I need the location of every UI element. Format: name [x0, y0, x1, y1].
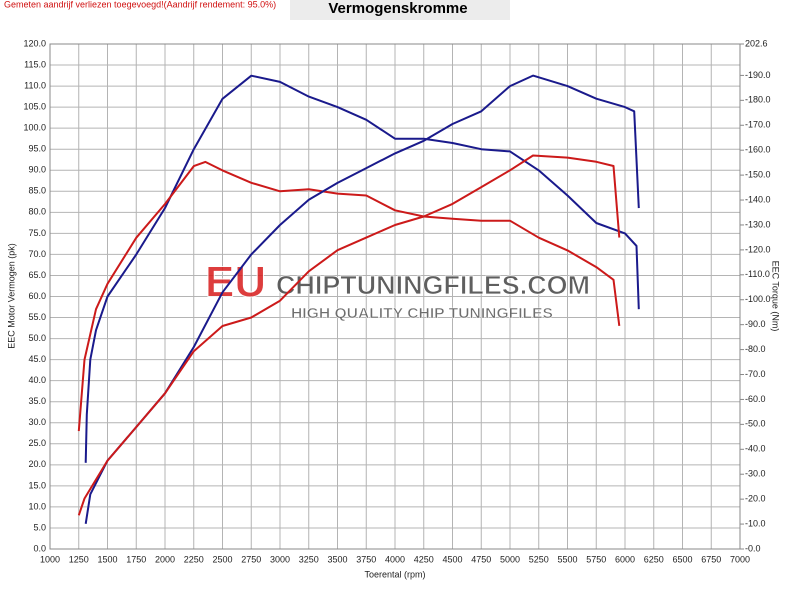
watermark: EU CHIPTUNINGFILES.COM HIGH QUALITY CHIP…	[205, 257, 591, 322]
y2-tick-label: -60.0	[745, 394, 766, 404]
y2-tick-label: -160.0	[745, 145, 771, 155]
x-tick-label: 6250	[644, 554, 664, 564]
y-tick-label: 15.0	[28, 480, 46, 490]
x-tick-label: 2750	[241, 554, 261, 564]
x-tick-label: 3000	[270, 554, 290, 564]
x-tick-label: 1500	[97, 554, 117, 564]
y2-tick-label: -170.0	[745, 120, 771, 130]
y-tick-label: 60.0	[28, 291, 46, 301]
y2-tick-label: -0.0	[745, 543, 761, 553]
y2-tick-label: -70.0	[745, 369, 766, 379]
y-tick-label: 115.0	[24, 59, 46, 69]
y-tick-label: 25.0	[28, 438, 46, 448]
y-tick-label: 50.0	[28, 333, 46, 343]
y2-axis-label: EEC Torque (Nm)	[771, 261, 781, 332]
y2-tick-label: -180.0	[745, 95, 771, 105]
y-tick-label: 95.0	[28, 144, 46, 154]
y2-tick-label: -10.0	[745, 518, 766, 528]
y-tick-label: 90.0	[28, 165, 46, 175]
x-tick-label: 4750	[471, 554, 491, 564]
grid	[49, 43, 741, 550]
x-tick-label: 1750	[126, 554, 146, 564]
y2-tick-label: -40.0	[745, 444, 766, 454]
y-tick-label: 100.0	[23, 123, 46, 133]
x-tick-label: 3500	[327, 554, 347, 564]
y-tick-label: 75.0	[28, 228, 46, 238]
y-tick-label: 0.0	[33, 543, 46, 553]
y-tick-label: 55.0	[28, 312, 46, 322]
y-tick-label: 45.0	[28, 354, 46, 364]
y-tick-label: 70.0	[28, 249, 46, 259]
y2-tick-label: -30.0	[745, 469, 766, 479]
x-tick-label: 5500	[557, 554, 577, 564]
x-tick-label: 4500	[442, 554, 462, 564]
y2-tick-label: -150.0	[745, 169, 771, 179]
watermark-site: CHIPTUNINGFILES.COM	[276, 270, 590, 300]
x-tick-label: 3750	[356, 554, 376, 564]
x-tick-label: 2250	[184, 554, 204, 564]
y2-tick-label: -130.0	[745, 219, 771, 229]
y2-tick-label: -50.0	[745, 419, 766, 429]
x-tick-label: 1000	[40, 554, 60, 564]
x-tick-label: 2000	[155, 554, 175, 564]
title-box	[290, 0, 510, 20]
y2-tick-label: 202.6	[745, 38, 768, 48]
y-tick-label: 110.0	[24, 80, 46, 90]
y-tick-label: 105.0	[23, 102, 46, 112]
y2-tick-label: -20.0	[745, 494, 766, 504]
y-tick-label: 35.0	[28, 396, 46, 406]
y-tick-label: 65.0	[28, 270, 46, 280]
x-tick-label: 6000	[615, 554, 635, 564]
y2-tick-label: -120.0	[745, 244, 771, 254]
x-tick-label: 4250	[414, 554, 434, 564]
watermark-tagline: HIGH QUALITY CHIP TUNINGFILES	[291, 305, 553, 322]
y-tick-label: 5.0	[33, 522, 46, 532]
x-tick-label: 1250	[69, 554, 89, 564]
x-tick-label: 4000	[385, 554, 405, 564]
y2-tick-label: -110.0	[745, 269, 770, 279]
y-tick-label: 85.0	[28, 186, 46, 196]
plot-frame	[49, 43, 741, 550]
y-tick-label: 40.0	[28, 375, 46, 385]
watermark-brand: EU	[205, 258, 266, 307]
x-tick-label: 5750	[586, 554, 606, 564]
y2-tick-label: -140.0	[745, 194, 771, 204]
x-tick-label: 5250	[529, 554, 549, 564]
y-axis-label: EEC Motor Vermogen (pk)	[6, 243, 16, 349]
y-tick-label: 120.0	[23, 38, 46, 48]
y2-tick-label: -80.0	[745, 344, 766, 354]
y2-tick-label: -90.0	[745, 319, 766, 329]
y2-tick-label: -190.0	[745, 70, 771, 80]
y-tick-label: 20.0	[28, 459, 46, 469]
y2-tick-label: -100.0	[745, 294, 771, 304]
y-tick-label: 80.0	[28, 207, 46, 217]
x-tick-label: 2500	[212, 554, 232, 564]
x-axis-label: Toerental (rpm)	[364, 569, 425, 579]
note: Gemeten aandrijf verliezen toegevoegd!(A…	[4, 0, 276, 9]
x-tick-label: 7000	[730, 554, 750, 564]
y-tick-label: 30.0	[28, 417, 46, 427]
x-tick-label: 6500	[672, 554, 692, 564]
x-tick-label: 6750	[701, 554, 721, 564]
x-tick-label: 3250	[299, 554, 319, 564]
x-tick-label: 5000	[500, 554, 520, 564]
y-tick-label: 10.0	[28, 501, 46, 511]
chart-title: Vermogenskromme	[328, 0, 467, 17]
line-series	[77, 154, 621, 516]
line-series	[84, 74, 640, 463]
